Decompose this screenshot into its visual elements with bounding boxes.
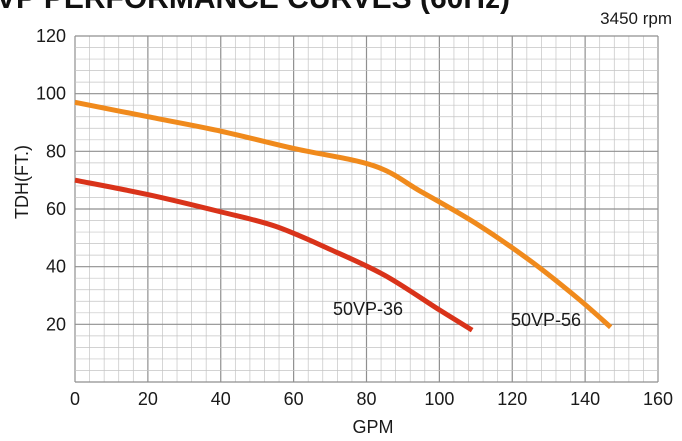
x-tick-label: 80 xyxy=(356,389,376,409)
y-axis-ticks: 20 40 60 80 100 120 xyxy=(36,26,66,334)
x-tick-label: 160 xyxy=(643,389,673,409)
rpm-label: 3450 rpm xyxy=(600,9,672,28)
y-tick-label: 40 xyxy=(46,257,66,277)
x-axis-ticks: 0 20 40 60 80 100 120 140 160 xyxy=(70,389,673,409)
x-tick-label: 20 xyxy=(138,389,158,409)
chart-title: VP PERFORMANCE CURVES (60Hz) xyxy=(0,0,510,15)
x-tick-label: 0 xyxy=(70,389,80,409)
series-line-50vp-56 xyxy=(74,99,613,330)
x-tick-label: 120 xyxy=(497,389,527,409)
series-label-50vp-36: 50VP-36 xyxy=(333,299,403,319)
y-tick-label: 60 xyxy=(46,199,66,219)
y-axis-label: TDH(FT.) xyxy=(12,145,32,219)
x-axis-label: GPM xyxy=(352,417,393,437)
grid xyxy=(74,35,659,383)
x-tick-label: 60 xyxy=(284,389,304,409)
y-tick-label: 80 xyxy=(46,141,66,161)
x-tick-label: 140 xyxy=(570,389,600,409)
y-tick-label: 20 xyxy=(46,314,66,334)
y-tick-label: 100 xyxy=(36,84,66,104)
series-label-50vp-56: 50VP-56 xyxy=(511,310,581,330)
series-line-50vp-36 xyxy=(74,177,474,333)
x-tick-label: 40 xyxy=(211,389,231,409)
x-tick-label: 100 xyxy=(424,389,454,409)
y-tick-label: 120 xyxy=(36,26,66,46)
series-lines xyxy=(74,99,613,333)
